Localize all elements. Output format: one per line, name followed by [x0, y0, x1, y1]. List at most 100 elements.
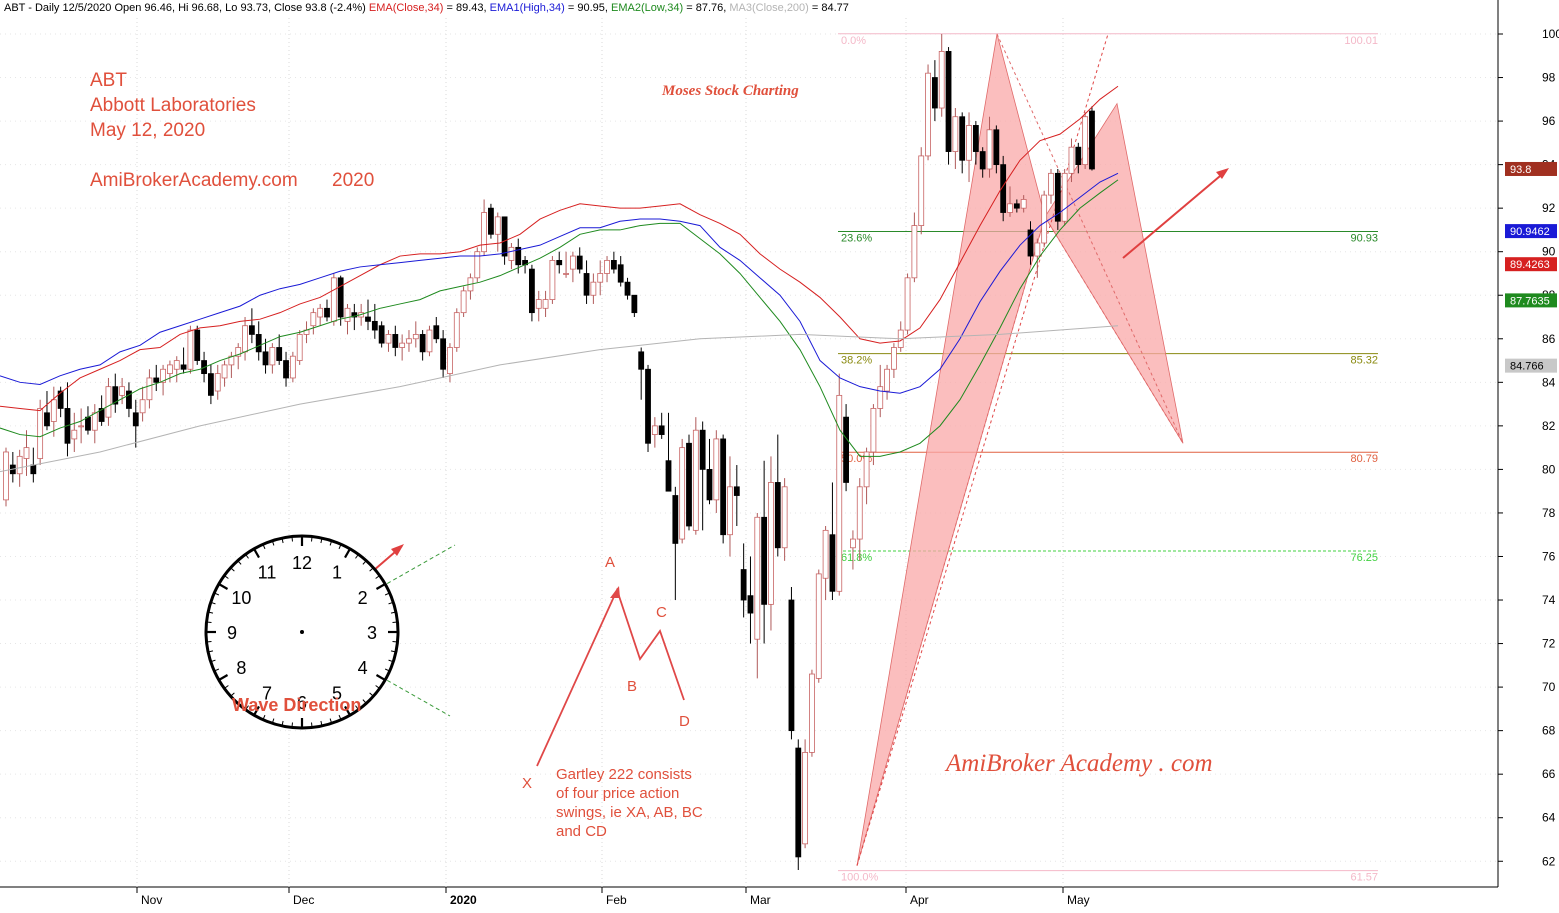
candle-body	[426, 329, 433, 353]
pattern-triangle-bcd	[1044, 102, 1184, 444]
candle-body	[768, 482, 774, 605]
candle-body	[815, 573, 822, 679]
clock-tick	[253, 548, 260, 559]
candle-body	[50, 399, 57, 422]
candle-body	[679, 447, 686, 540]
candle-body	[877, 386, 884, 409]
candle-body	[214, 373, 221, 392]
clock-tick	[344, 705, 351, 716]
x-tick-label: Nov	[141, 893, 162, 907]
candle-body	[549, 260, 556, 300]
candle-body	[972, 125, 979, 152]
candle-body	[809, 673, 815, 753]
candle-body	[747, 595, 754, 614]
clock-tick	[253, 705, 260, 716]
candle-body	[392, 334, 399, 348]
fib-value-label: 80.79	[1350, 453, 1378, 465]
price-axis: 6264666870727476788082848688909294969810…	[1498, 27, 1559, 868]
clock-tick	[311, 536, 313, 542]
candle-body	[986, 129, 993, 170]
clock-icon: 12 12 3 45 6 78 9 10 11	[204, 534, 400, 730]
fib-percent-label: 38.2%	[841, 355, 872, 367]
candle-body	[194, 329, 201, 361]
candle-body	[378, 325, 385, 344]
clock-tick	[206, 621, 212, 623]
candle-body	[727, 486, 733, 536]
candle-body	[187, 329, 194, 370]
price-tag-label: 93.8	[1510, 164, 1531, 176]
candle-body	[399, 342, 406, 348]
indicator-lines	[0, 85, 1119, 473]
candle-body	[262, 351, 269, 366]
point-c-label: C	[656, 604, 667, 621]
fib-percent-label: 100.0%	[841, 872, 879, 884]
clock-center	[300, 630, 304, 634]
year-label: 2020	[332, 170, 374, 191]
clock-tick	[214, 668, 220, 672]
candle-body	[385, 334, 392, 344]
candle-body	[802, 752, 809, 845]
candle-body	[481, 212, 488, 253]
candle-body	[173, 360, 180, 370]
candle-body	[78, 425, 85, 428]
y-tick-label: 62	[1542, 854, 1556, 868]
candle-body	[242, 325, 248, 353]
candle-body	[57, 390, 64, 409]
gartley-line-4: and CD	[556, 823, 607, 840]
candle-body	[535, 299, 542, 309]
y-tick-label: 78	[1542, 506, 1556, 520]
candle-body	[105, 386, 112, 418]
header-ema-low-val: = 87.76,	[683, 2, 729, 14]
ticker-label: ABT	[90, 70, 127, 91]
candle-body	[966, 125, 972, 161]
candle-body	[1013, 203, 1020, 209]
candle-body	[412, 334, 419, 340]
clock-tick	[262, 714, 266, 720]
clock-tick	[224, 575, 229, 579]
gartley-zigzag	[536, 587, 685, 767]
candle-body	[371, 320, 378, 331]
candle-body	[1054, 172, 1061, 222]
date-label: May 12, 2020	[90, 120, 205, 141]
clock-number: 5	[332, 684, 342, 704]
clock-tick	[338, 544, 342, 550]
clock-tick	[281, 720, 284, 727]
candle-body	[863, 451, 870, 488]
clock-tick	[362, 699, 367, 704]
clock-tick	[344, 548, 351, 559]
candle-body	[754, 516, 761, 640]
point-a-label: A	[605, 554, 615, 571]
clock-number: 10	[231, 588, 251, 608]
candle-body	[207, 373, 214, 396]
candle-body	[255, 334, 262, 353]
candle-body	[795, 747, 802, 858]
candle-body	[167, 364, 173, 375]
clock-tick	[245, 554, 249, 559]
candle-body	[330, 277, 337, 322]
header-ema-low: EMA2(Low,34)	[611, 2, 683, 14]
candle-body	[324, 307, 330, 318]
pattern-dashed-xc	[856, 33, 1109, 866]
candle-body	[23, 447, 30, 459]
candle-body	[160, 368, 166, 383]
clock-tick	[384, 592, 390, 596]
clock-number: 11	[258, 562, 277, 582]
candle-body	[631, 294, 638, 314]
indicator-line	[0, 85, 1119, 412]
indicator-line	[0, 325, 1119, 473]
candle-body	[37, 408, 44, 459]
y-tick-label: 72	[1542, 637, 1556, 651]
clock-tick	[218, 583, 229, 590]
candle-body	[891, 347, 897, 370]
x-tick-label: Mar	[750, 893, 771, 907]
clock-tick	[355, 554, 359, 559]
clock-tick	[375, 575, 380, 579]
candle-body	[180, 364, 187, 370]
candle-body	[610, 260, 617, 270]
candle-body	[904, 277, 911, 331]
candle-body	[228, 355, 235, 366]
clock-tick	[392, 621, 398, 623]
candle-body	[153, 377, 160, 383]
